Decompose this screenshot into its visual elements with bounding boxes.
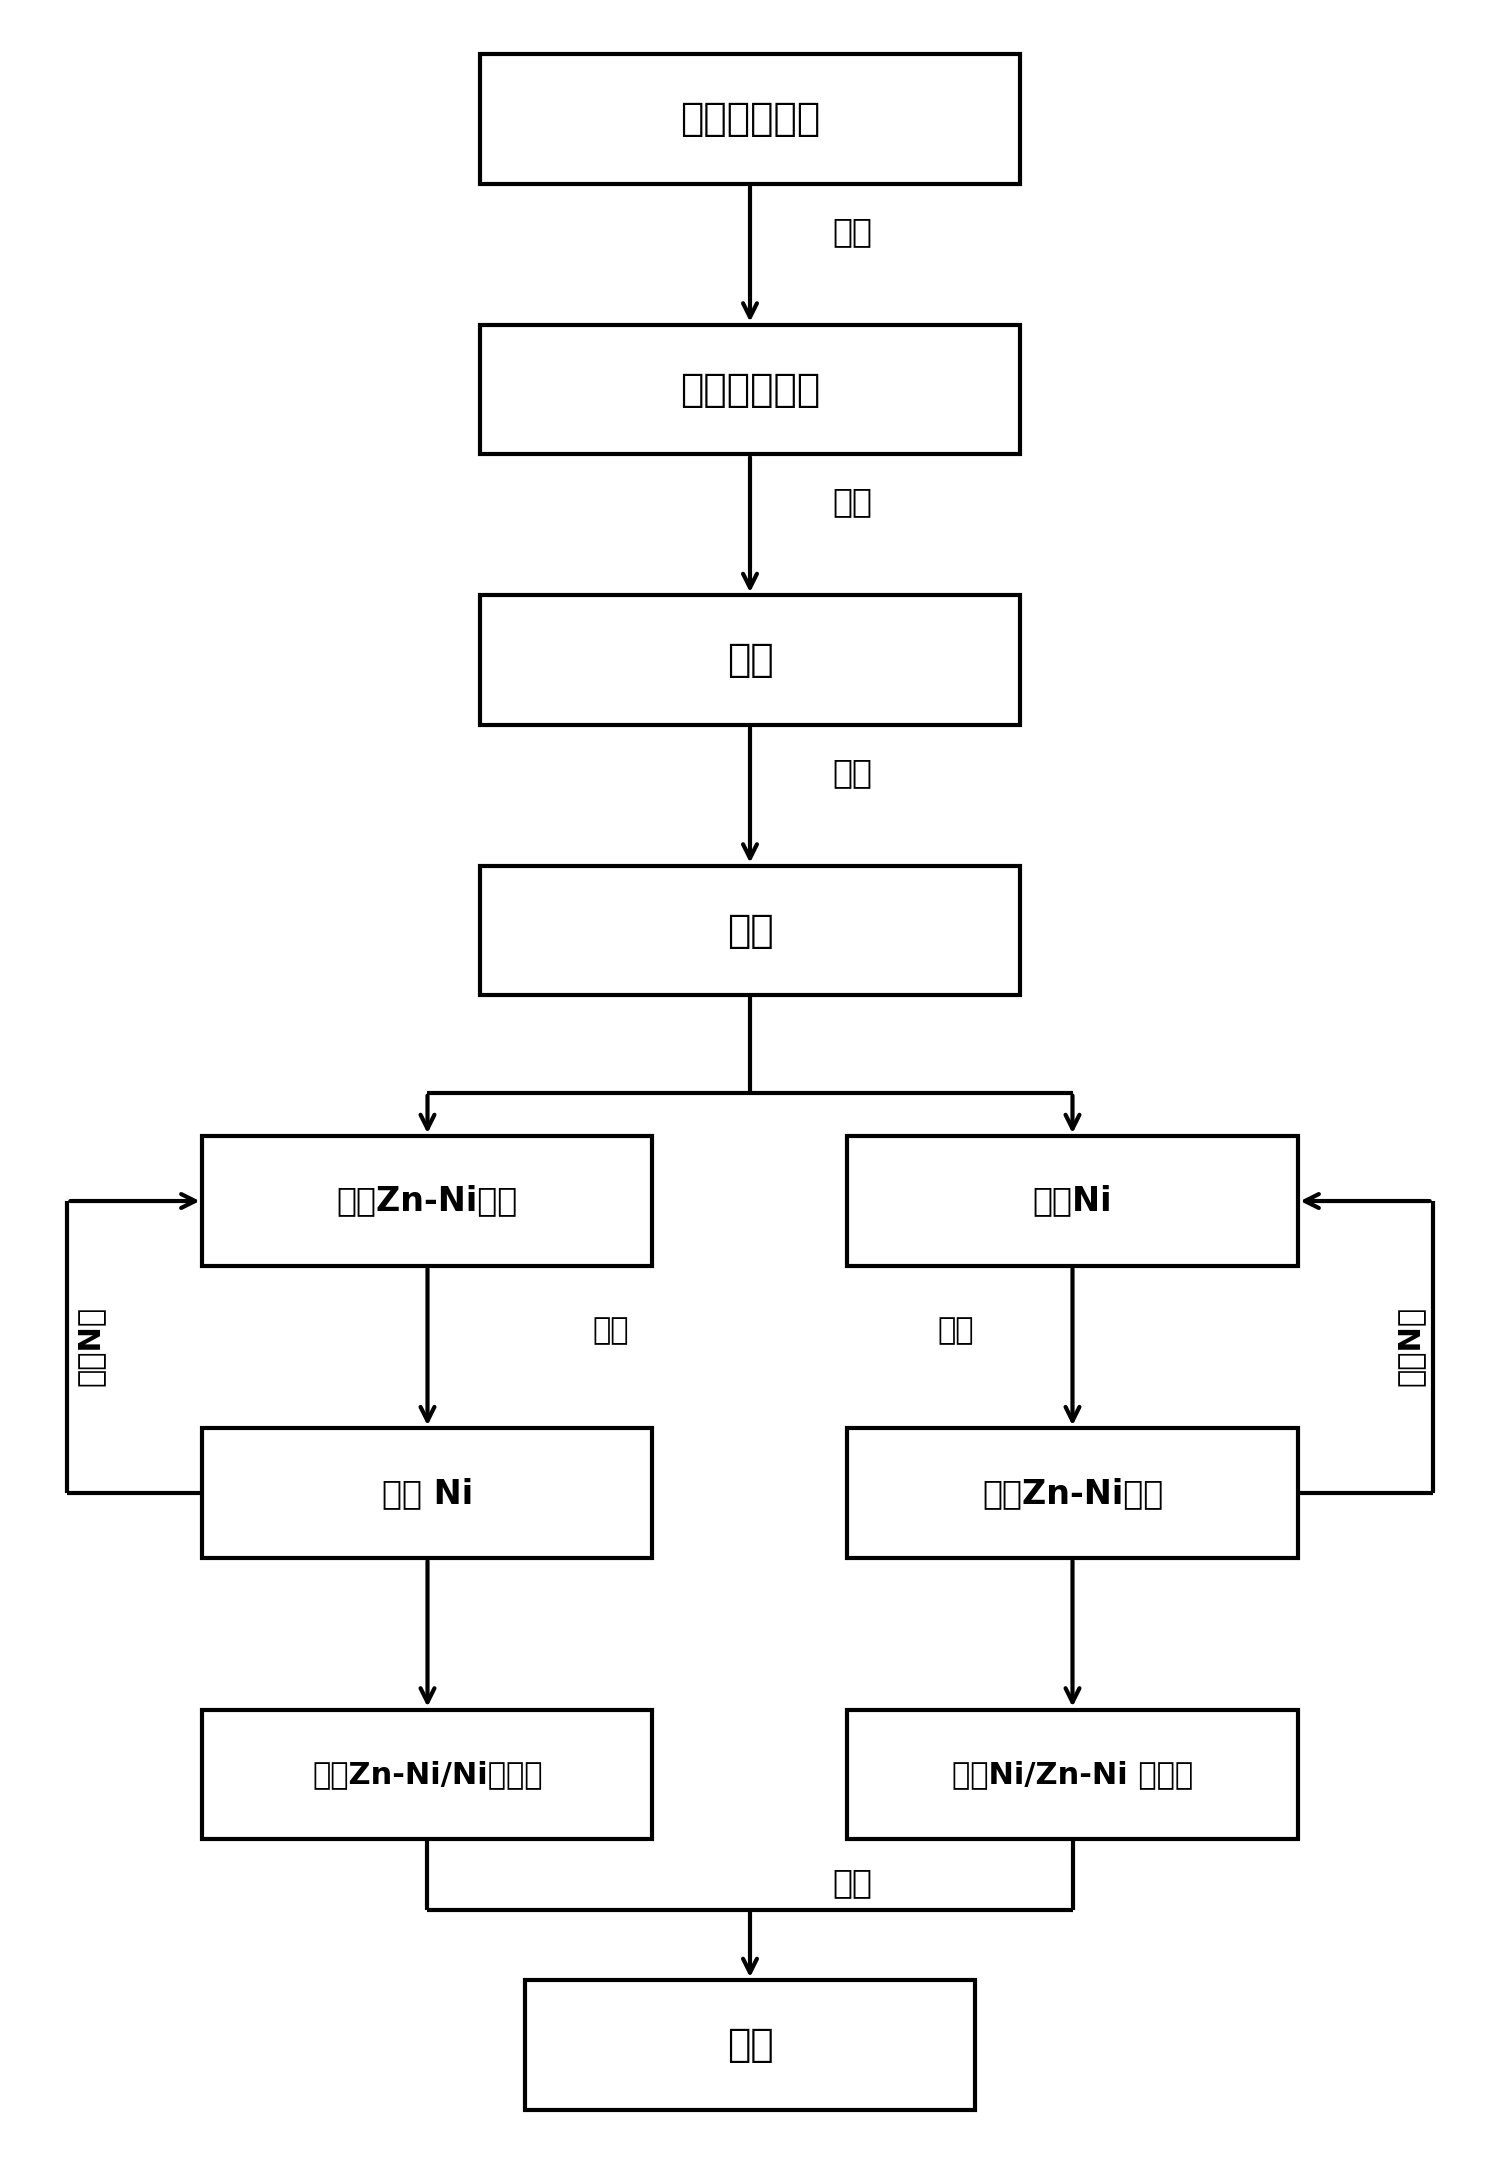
Text: 电镀 Ni: 电镀 Ni bbox=[382, 1476, 472, 1510]
Text: 循环N次: 循环N次 bbox=[75, 1305, 105, 1387]
Bar bbox=[847, 1710, 1298, 1839]
Text: 电镀Zn-Ni合金: 电镀Zn-Ni合金 bbox=[982, 1476, 1162, 1510]
Text: 制得Ni/Zn-Ni 多层膜: 制得Ni/Zn-Ni 多层膜 bbox=[952, 1759, 1192, 1790]
Text: 机械打磨抛光: 机械打磨抛光 bbox=[680, 100, 820, 138]
Bar bbox=[480, 325, 1020, 454]
Text: 吹干: 吹干 bbox=[726, 2026, 774, 2064]
Text: 水洗: 水洗 bbox=[833, 1865, 873, 1900]
Text: 水洗: 水洗 bbox=[938, 1316, 974, 1346]
Bar bbox=[480, 595, 1020, 725]
Bar bbox=[525, 1980, 975, 2110]
Text: 水洗: 水洗 bbox=[833, 214, 873, 249]
Bar bbox=[480, 54, 1020, 184]
Bar bbox=[480, 866, 1020, 995]
Text: 制得Zn-Ni/Ni多层膜: 制得Zn-Ni/Ni多层膜 bbox=[312, 1759, 543, 1790]
Text: 电镀Zn-Ni合金: 电镀Zn-Ni合金 bbox=[338, 1184, 518, 1218]
Bar bbox=[202, 1710, 652, 1839]
Bar bbox=[202, 1136, 652, 1266]
Text: 碱洗: 碱洗 bbox=[726, 641, 774, 679]
Text: 水洗: 水洗 bbox=[833, 485, 873, 519]
Text: 酸洗: 酸洗 bbox=[726, 911, 774, 950]
Text: 有机溶液清洗: 有机溶液清洗 bbox=[680, 370, 820, 409]
Bar bbox=[847, 1136, 1298, 1266]
Text: 电镀Ni: 电镀Ni bbox=[1032, 1184, 1112, 1218]
Text: 水洗: 水洗 bbox=[592, 1316, 628, 1346]
Bar bbox=[847, 1428, 1298, 1558]
Text: 水洗: 水洗 bbox=[833, 755, 873, 790]
Text: 循环N次: 循环N次 bbox=[1395, 1305, 1425, 1387]
Bar bbox=[202, 1428, 652, 1558]
